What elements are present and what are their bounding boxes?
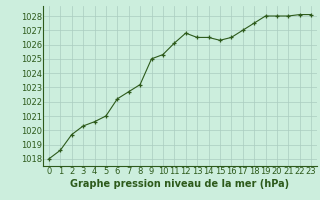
X-axis label: Graphe pression niveau de la mer (hPa): Graphe pression niveau de la mer (hPa) xyxy=(70,179,290,189)
